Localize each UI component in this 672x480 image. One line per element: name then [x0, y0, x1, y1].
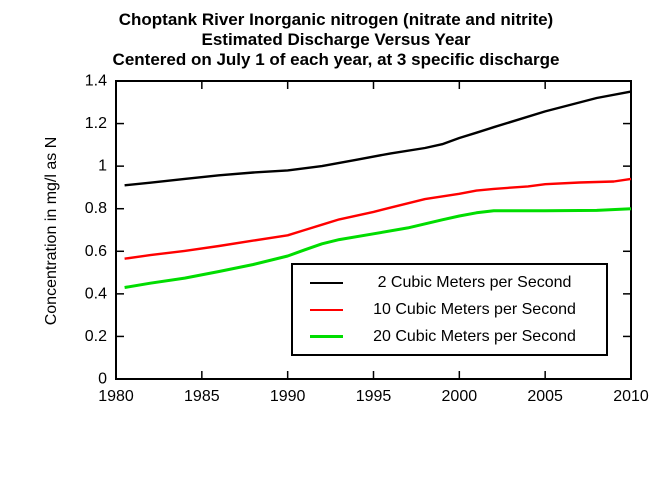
- x-tick-label: 1985: [184, 388, 220, 405]
- y-tick-label: 0.8: [85, 200, 107, 217]
- x-tick-label: 1995: [356, 388, 392, 405]
- y-tick-label: 1.2: [85, 115, 107, 132]
- legend-item-10cms: 10 Cubic Meters per Second: [293, 301, 606, 319]
- series-line-2: [124, 207, 632, 289]
- x-tick-label: 2010: [613, 388, 649, 405]
- y-tick-label: 1: [98, 158, 107, 175]
- series-line-1: [124, 177, 632, 260]
- y-tick-label: 0: [98, 371, 107, 388]
- y-tick-label: 1.4: [85, 73, 107, 90]
- x-tick-label: 1990: [270, 388, 306, 405]
- legend-label: 20 Cubic Meters per Second: [373, 327, 576, 345]
- x-tick-label: 2000: [442, 388, 478, 405]
- chart-title-line-3: Centered on July 1 of each year, at 3 sp…: [112, 50, 560, 69]
- chart-title-line-2: Estimated Discharge Versus Year: [201, 30, 471, 49]
- y-tick-label: 0.2: [85, 328, 107, 345]
- series-line-0: [124, 90, 632, 187]
- legend-line-swatch-black: [310, 281, 343, 284]
- chart-title: Choptank River Inorganic nitrogen (nitra…: [0, 10, 672, 70]
- legend-item-20cms: 20 Cubic Meters per Second: [293, 328, 606, 346]
- x-tick-label: 1980: [98, 388, 134, 405]
- legend-label: 2 Cubic Meters per Second: [377, 273, 572, 291]
- legend-label: 10 Cubic Meters per Second: [373, 300, 576, 318]
- legend-line-swatch-red: [310, 308, 343, 311]
- legend-box: 2 Cubic Meters per Second 10 Cubic Meter…: [291, 263, 608, 356]
- legend-line-swatch-green: [310, 335, 343, 338]
- legend-item-2cms: 2 Cubic Meters per Second: [293, 274, 606, 292]
- x-tick-label: 2005: [527, 388, 563, 405]
- y-tick-label: 0.6: [85, 243, 107, 260]
- chart-title-line-1: Choptank River Inorganic nitrogen (nitra…: [118, 10, 554, 29]
- y-tick-label: 0.4: [85, 285, 107, 302]
